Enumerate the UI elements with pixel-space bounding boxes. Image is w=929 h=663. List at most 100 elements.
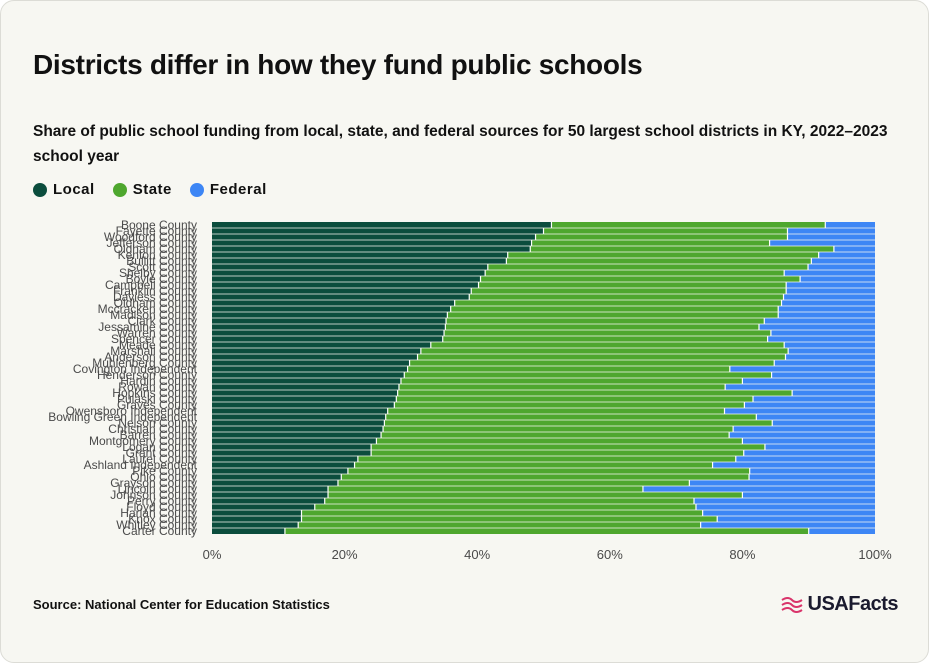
bar-federal-3 [769, 240, 875, 246]
category-label-2: Woodford County [104, 230, 197, 244]
bar-federal-29 [753, 396, 875, 402]
bar-federal-39 [735, 456, 875, 462]
category-label-25: Henderson County [97, 368, 197, 382]
bar-state-50 [298, 522, 701, 528]
category-label-11: Franklin County [113, 284, 197, 298]
bar-local-1 [212, 228, 544, 234]
category-label-39: Laurel County [122, 452, 197, 466]
bar-federal-46 [694, 498, 875, 504]
bar-federal-19 [767, 336, 875, 342]
bar-federal-44 [642, 486, 875, 492]
bar-local-41 [212, 468, 348, 474]
source-note: Source: National Center for Education St… [33, 597, 330, 612]
bar-federal-20 [784, 342, 875, 348]
bar-federal-22 [785, 354, 875, 360]
bar-state-2 [535, 234, 788, 240]
bar-federal-16 [764, 318, 875, 324]
category-label-49: Knox County [128, 512, 197, 526]
bar-federal-21 [788, 348, 875, 354]
bar-state-27 [398, 384, 726, 390]
bar-local-33 [212, 420, 385, 426]
bar-local-20 [212, 342, 431, 348]
bar-federal-37 [764, 444, 875, 450]
category-label-23: Muhlenberg County [92, 356, 197, 370]
x-tick-label-4: 80% [729, 547, 755, 562]
bar-federal-43 [689, 480, 875, 486]
bar-state-12 [469, 294, 784, 300]
bar-local-17 [212, 324, 446, 330]
bar-state-7 [487, 264, 809, 270]
category-label-32: Bowling Green Independent [48, 410, 197, 424]
bar-federal-18 [770, 330, 875, 336]
bar-local-45 [212, 492, 329, 498]
bar-local-13 [212, 300, 455, 306]
x-tick-label-5: 100% [858, 547, 892, 562]
category-label-5: Kenton County [118, 248, 197, 262]
bar-state-32 [385, 414, 757, 420]
bar-state-24 [407, 366, 730, 372]
x-tick-label-1: 20% [332, 547, 358, 562]
bar-federal-12 [783, 294, 875, 300]
bar-local-30 [212, 402, 395, 408]
bar-state-20 [430, 342, 785, 348]
flag-icon [780, 596, 803, 613]
bar-federal-0 [825, 222, 875, 228]
category-label-47: Floyd County [126, 500, 197, 514]
bar-state-42 [341, 474, 750, 480]
bar-state-37 [371, 444, 765, 450]
bar-federal-9 [800, 276, 875, 282]
category-label-20: Meade County [119, 338, 197, 352]
bar-state-14 [450, 306, 779, 312]
bar-local-4 [212, 246, 531, 252]
legend: Local State Federal [33, 181, 267, 198]
x-tick-label-0: 0% [203, 547, 222, 562]
bar-state-46 [324, 498, 695, 504]
bar-local-6 [212, 258, 507, 264]
bar-state-47 [314, 504, 696, 510]
bar-state-13 [454, 300, 782, 306]
bar-federal-33 [772, 420, 875, 426]
bar-local-2 [212, 234, 536, 240]
bar-local-31 [212, 408, 388, 414]
bar-federal-1 [787, 228, 875, 234]
category-label-21: Marshall County [110, 344, 197, 358]
bar-federal-25 [771, 372, 875, 378]
bar-local-16 [212, 318, 447, 324]
bar-federal-34 [733, 426, 875, 432]
bar-federal-15 [778, 312, 875, 318]
bar-local-10 [212, 282, 479, 288]
bar-state-1 [543, 228, 788, 234]
category-label-37: Logan County [122, 440, 197, 454]
x-tick-label-2: 40% [464, 547, 490, 562]
bar-local-34 [212, 426, 384, 432]
bar-state-11 [471, 288, 787, 294]
category-label-7: Scott County [128, 260, 197, 274]
bar-local-32 [212, 414, 386, 420]
bar-state-34 [383, 426, 734, 432]
bar-state-39 [357, 456, 736, 462]
bar-federal-35 [729, 432, 875, 438]
bar-local-18 [212, 330, 445, 336]
bar-local-25 [212, 372, 405, 378]
bar-local-21 [212, 348, 421, 354]
legend-label-federal: Federal [209, 181, 267, 198]
bar-state-29 [396, 396, 754, 402]
bar-state-51 [284, 528, 809, 534]
bar-state-43 [337, 480, 690, 486]
bar-local-51 [212, 528, 285, 534]
bar-local-26 [212, 378, 401, 384]
bar-federal-47 [695, 504, 875, 510]
bar-local-5 [212, 252, 508, 258]
bar-state-5 [507, 252, 819, 258]
category-label-38: Grant County [126, 446, 197, 460]
bar-state-23 [409, 360, 775, 366]
bar-federal-17 [758, 324, 875, 330]
bar-local-29 [212, 396, 397, 402]
bar-federal-26 [742, 378, 875, 384]
bar-federal-40 [712, 462, 875, 468]
legend-swatch-state [112, 182, 127, 197]
legend-item-federal: Federal [189, 181, 267, 198]
bar-local-11 [212, 288, 472, 294]
category-label-46: Perry County [127, 494, 197, 508]
